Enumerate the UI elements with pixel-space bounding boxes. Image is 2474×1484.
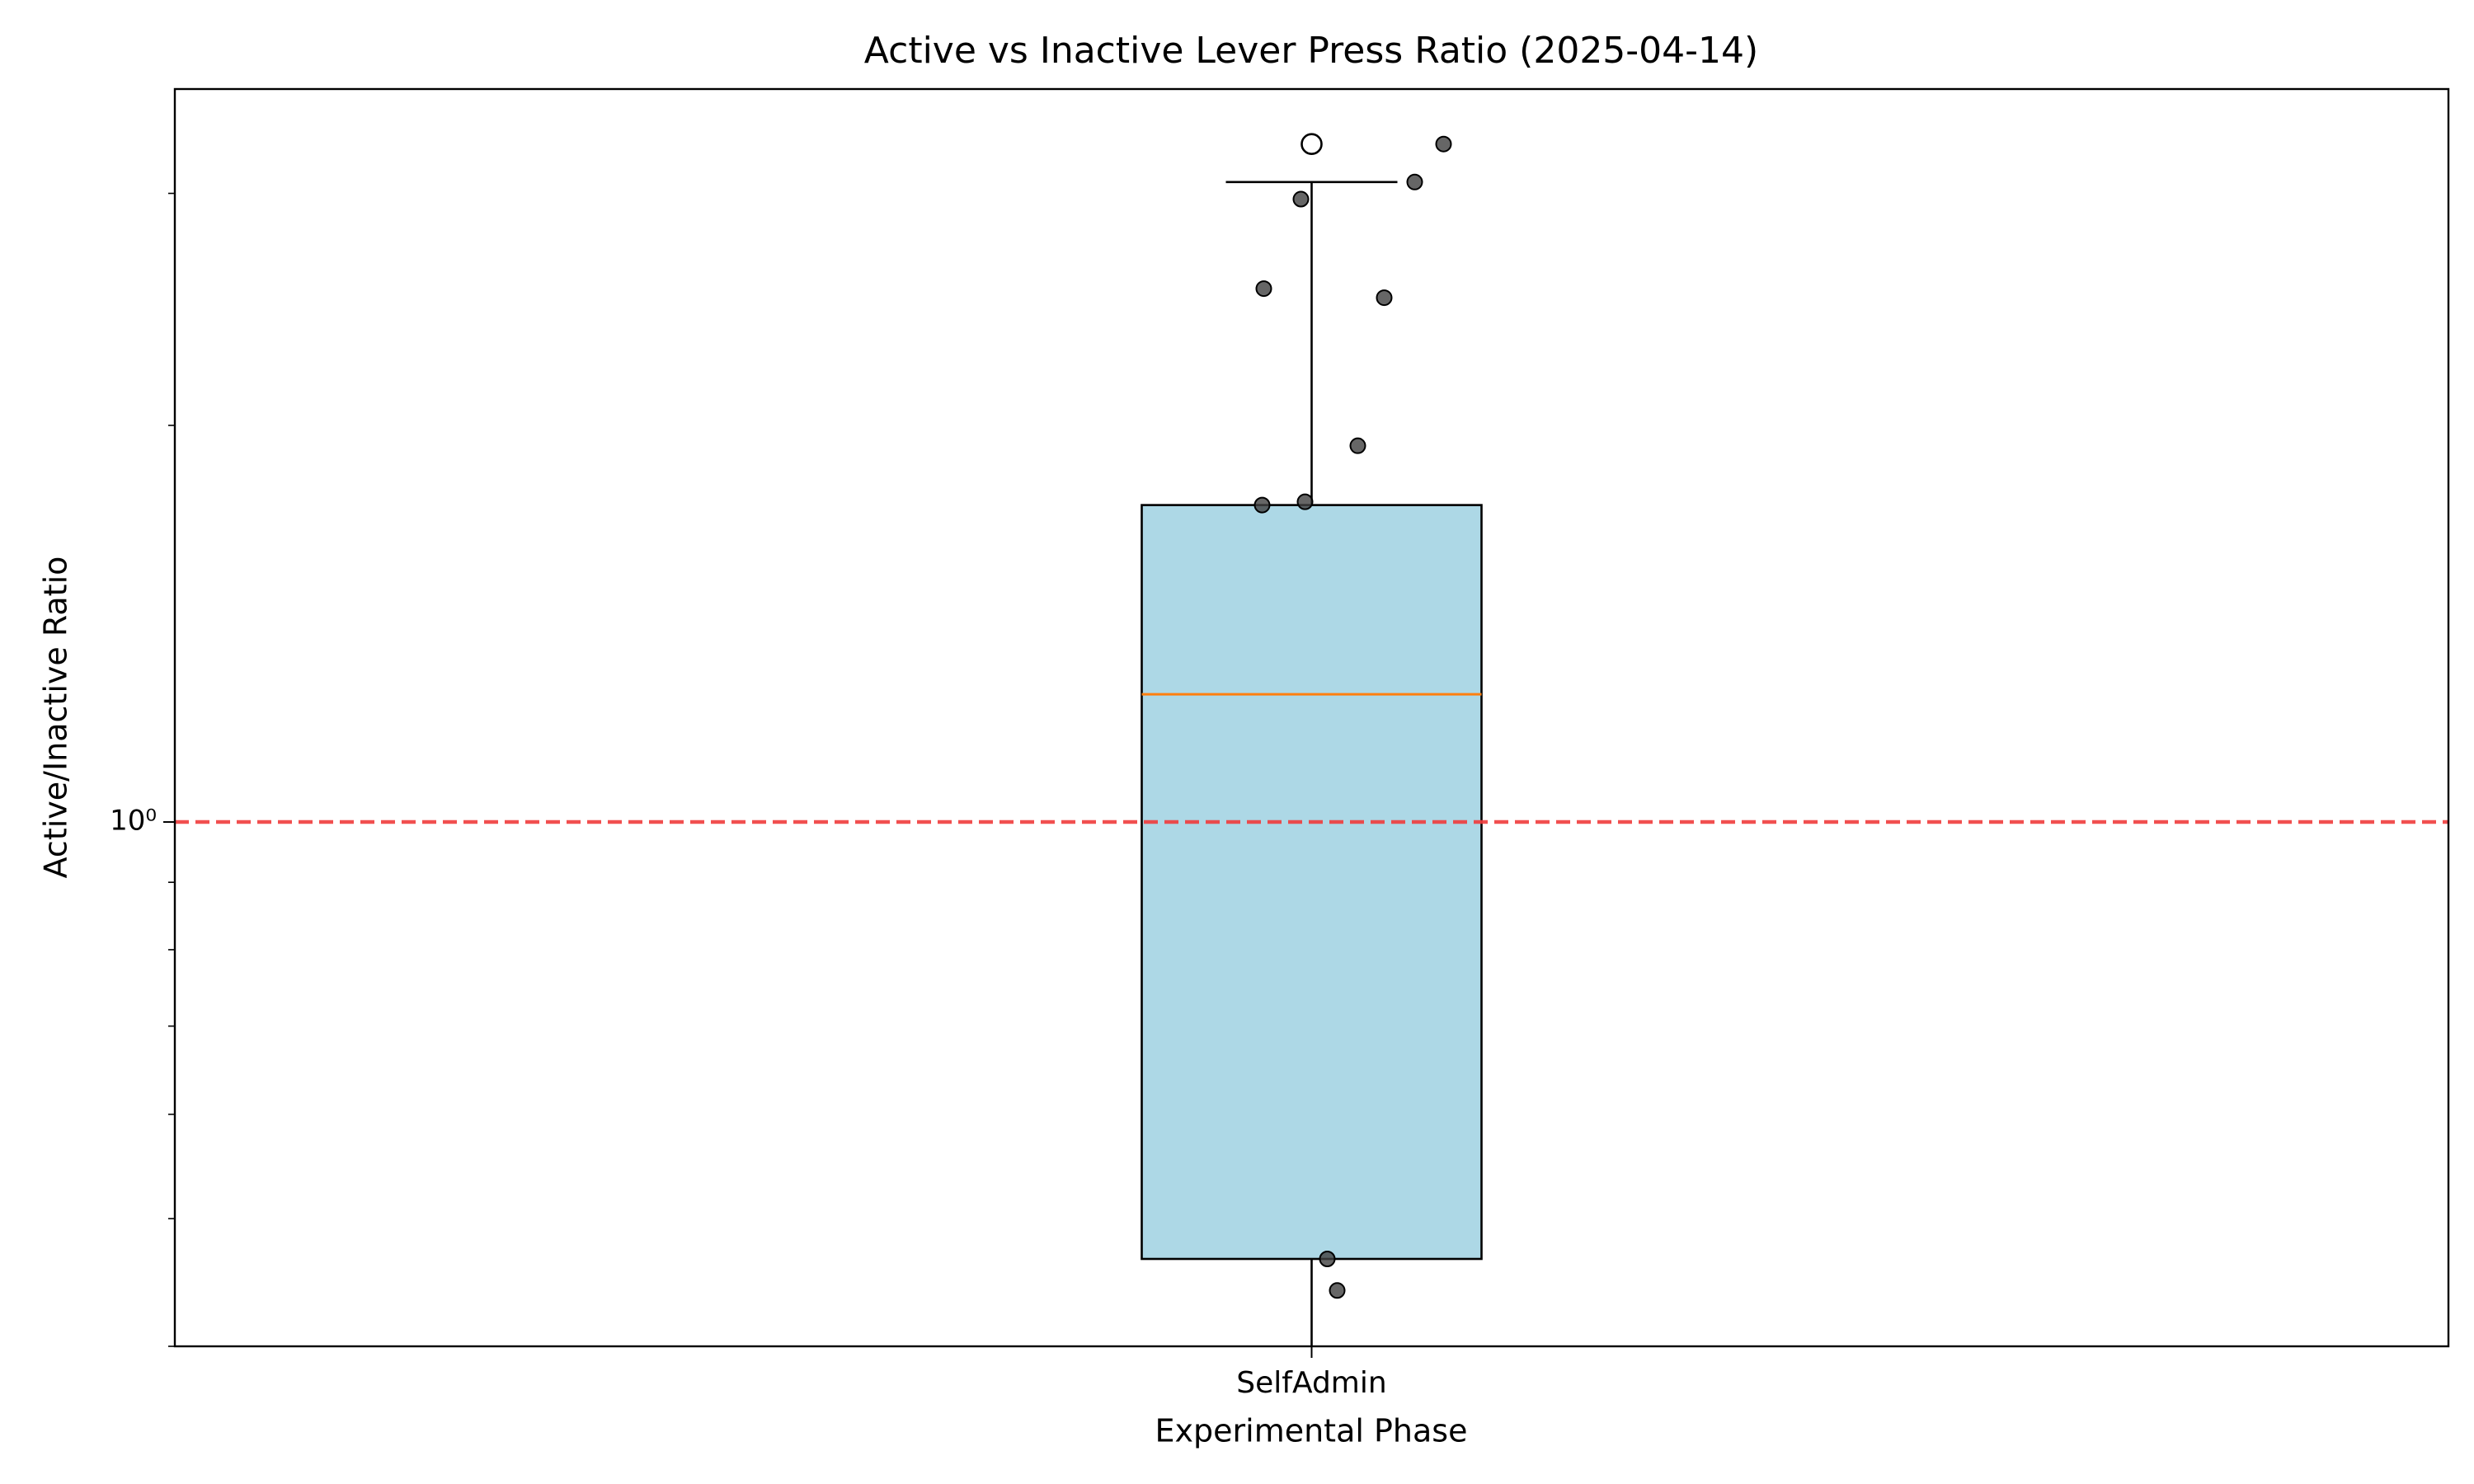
data-point <box>1255 280 1272 298</box>
data-point <box>1292 190 1310 208</box>
plot-frame <box>173 87 2450 1348</box>
data-point <box>1296 493 1314 510</box>
data-point <box>1349 437 1366 454</box>
y-tick-label: 10⁰ <box>110 805 157 838</box>
x-axis-label: Experimental Phase <box>1155 1413 1468 1449</box>
data-point <box>1329 1282 1346 1299</box>
data-point <box>1253 496 1271 514</box>
box <box>1141 504 1483 1261</box>
y-axis-label: Active/Inactive Ratio <box>38 556 74 879</box>
data-point <box>1435 135 1452 153</box>
plot-area <box>175 133 2448 1346</box>
data-point <box>1406 173 1423 190</box>
flier <box>1300 133 1323 156</box>
x-tick-label: SelfAdmin <box>1236 1366 1386 1400</box>
data-point <box>1319 1251 1336 1268</box>
data-point <box>1376 289 1393 307</box>
chart-title: Active vs Inactive Lever Press Ratio (20… <box>864 30 1758 72</box>
